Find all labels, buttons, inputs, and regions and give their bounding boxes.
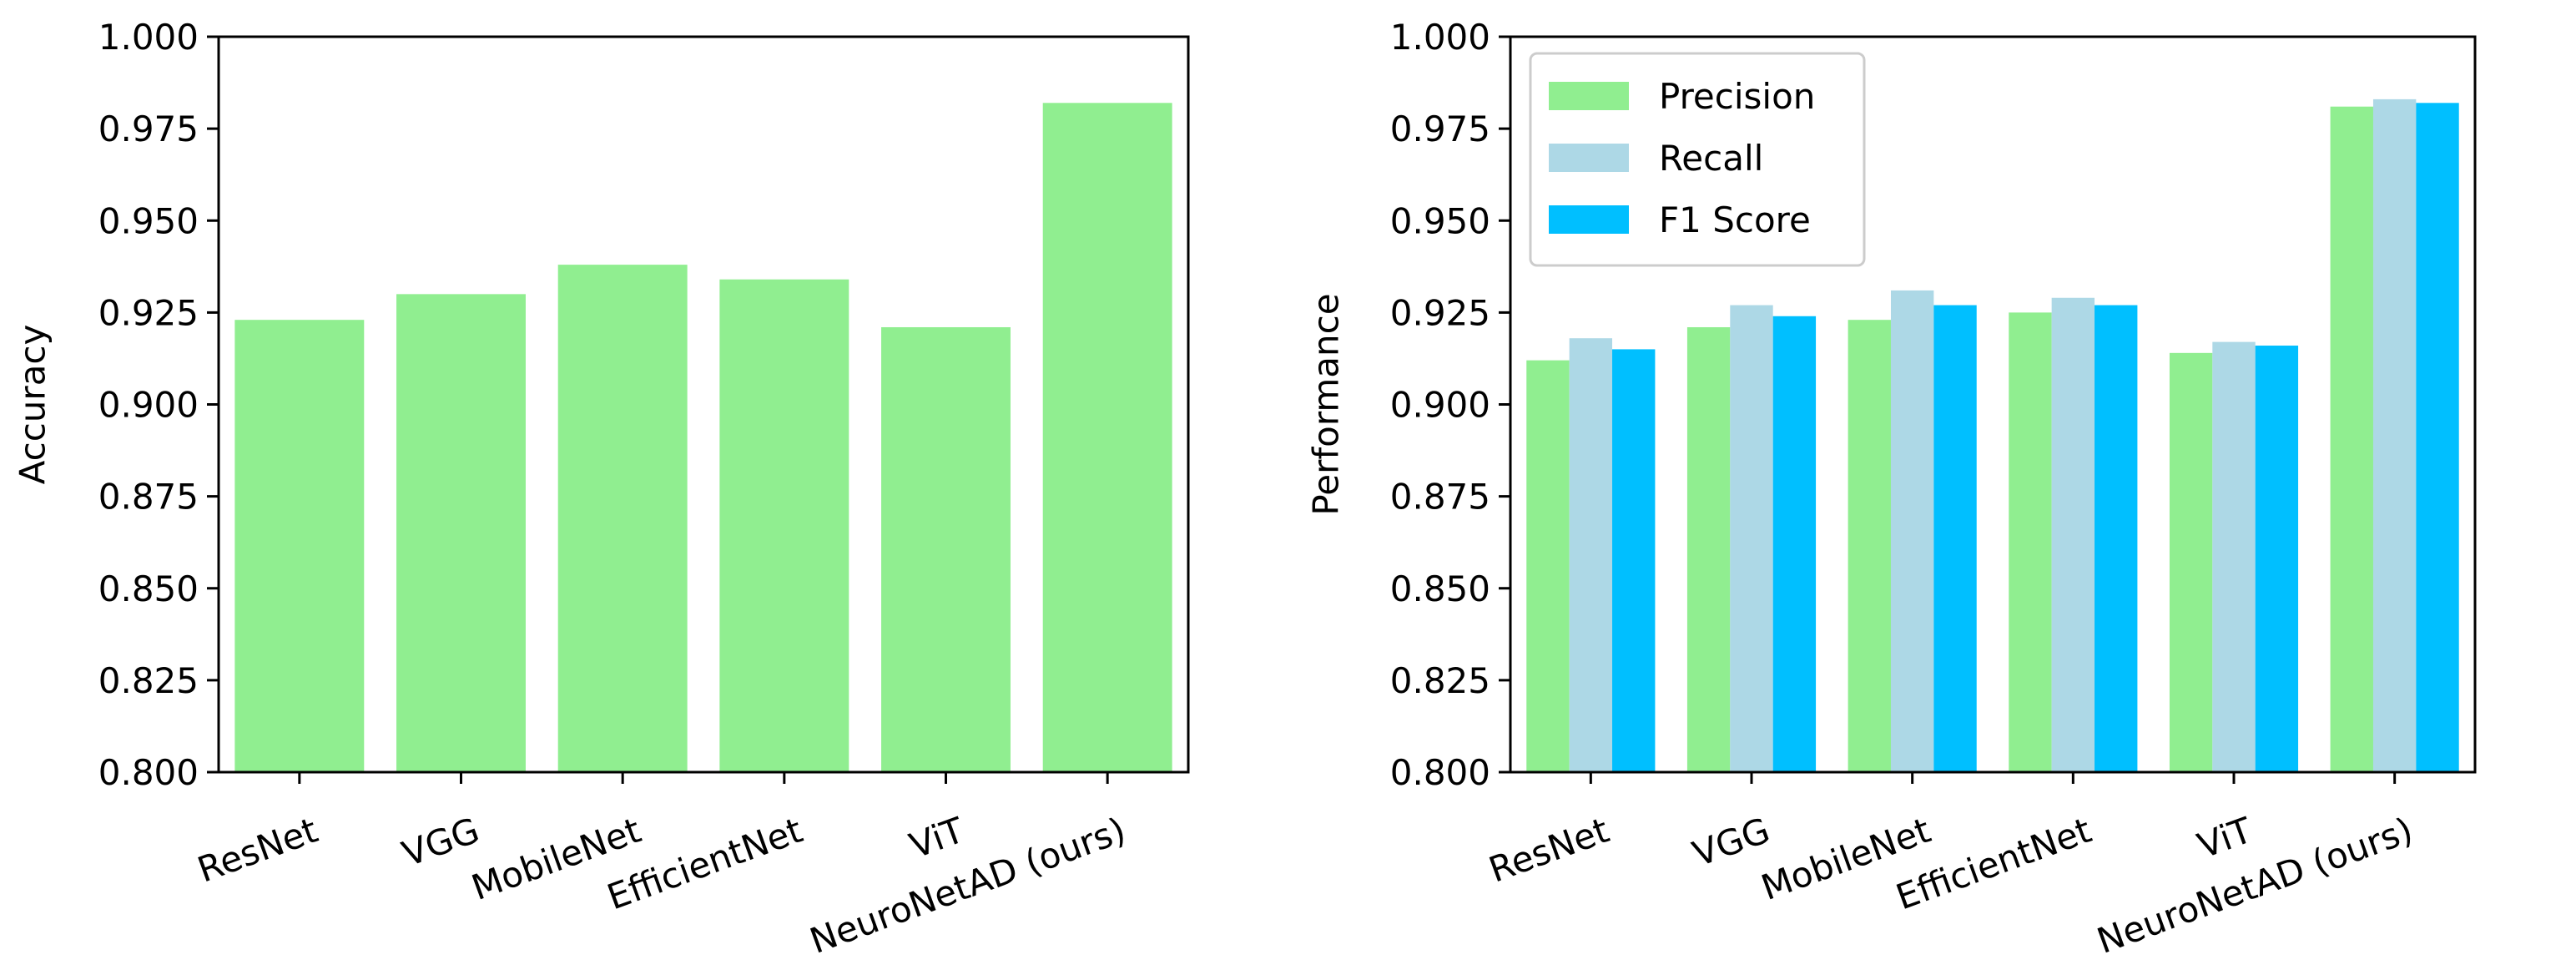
bar-f1-score-5 — [2416, 103, 2459, 773]
legend-swatch-recall — [1549, 144, 1629, 172]
accuracy-chart: 0.800 0.825 0.850 0.875 0.900 0.925 0.950 0.975… — [13, 17, 1190, 962]
bar-accuracy-0 — [234, 320, 365, 772]
performance-chart: 0.800 0.825 0.850 0.875 0.900 0.925 0.950 0.975… — [1306, 17, 2477, 962]
bar-precision-4 — [2169, 352, 2213, 772]
x-tick-label: ResNet — [1484, 810, 1615, 891]
y-tick-label: 0.900 — [1390, 385, 1490, 426]
y-axis-label: Performance — [1306, 293, 1347, 515]
legend-label-precision: Precision — [1659, 76, 1815, 117]
y-tick-label: 0.875 — [98, 477, 199, 518]
x-tick-label: ResNet — [192, 810, 323, 891]
bar-precision-1 — [1686, 326, 1731, 772]
bar-precision-3 — [2009, 312, 2052, 772]
x-tick-label: ViT — [2192, 810, 2257, 866]
bar-f1-score-2 — [1933, 305, 1977, 772]
bar-recall-3 — [2051, 297, 2095, 772]
x-tick-label: VGG — [1687, 810, 1775, 875]
legend-swatch-precision — [1549, 82, 1629, 110]
bar-accuracy-2 — [557, 265, 688, 772]
y-tick-label: 0.800 — [98, 752, 199, 793]
bar-f1-score-4 — [2255, 346, 2299, 772]
bar-precision-5 — [2330, 106, 2373, 772]
bar-accuracy-3 — [719, 279, 849, 773]
bar-recall-1 — [1730, 305, 1773, 772]
y-tick-label: 0.950 — [1390, 200, 1490, 241]
bar-precision-2 — [1848, 320, 1891, 772]
y-tick-label: 0.900 — [98, 385, 199, 426]
y-tick-label: 0.925 — [1390, 292, 1490, 333]
bar-f1-score-1 — [1772, 316, 1817, 772]
legend-label-f1-score: F1 Score — [1659, 200, 1811, 240]
legend-swatch-f1-score — [1549, 205, 1629, 234]
y-tick-label: 0.950 — [98, 200, 199, 241]
y-tick-label: 0.875 — [1390, 477, 1490, 518]
bar-accuracy-5 — [1042, 103, 1172, 773]
y-tick-label: 0.800 — [1390, 752, 1490, 793]
y-tick-label: 0.825 — [1390, 660, 1490, 701]
y-axis-label: Accuracy — [13, 325, 53, 485]
bar-accuracy-4 — [881, 326, 1011, 772]
x-tick-label: VGG — [397, 810, 485, 875]
y-tick-label: 0.925 — [98, 292, 199, 333]
bar-accuracy-1 — [396, 294, 526, 773]
bar-recall-4 — [2212, 341, 2256, 772]
y-tick-label: 0.850 — [1390, 568, 1490, 609]
x-tick-label: ViT — [905, 810, 970, 866]
y-tick-label: 1.000 — [1390, 17, 1490, 58]
bar-precision-0 — [1526, 360, 1570, 772]
bar-f1-score-3 — [2095, 305, 2138, 772]
x-tick-label: NeuroNetAD (ours) — [2092, 810, 2418, 962]
x-tick-label: NeuroNetAD (ours) — [804, 810, 1131, 962]
bar-recall-0 — [1569, 338, 1613, 773]
bar-recall-2 — [1890, 290, 1934, 772]
bar-recall-5 — [2372, 99, 2417, 772]
y-tick-label: 1.000 — [98, 17, 199, 58]
y-tick-label: 0.975 — [98, 109, 199, 149]
bar-f1-score-0 — [1612, 349, 1656, 772]
y-tick-label: 0.850 — [98, 568, 199, 609]
legend-label-recall: Recall — [1659, 138, 1763, 179]
y-tick-label: 0.975 — [1390, 109, 1490, 149]
y-tick-label: 0.825 — [98, 660, 199, 701]
